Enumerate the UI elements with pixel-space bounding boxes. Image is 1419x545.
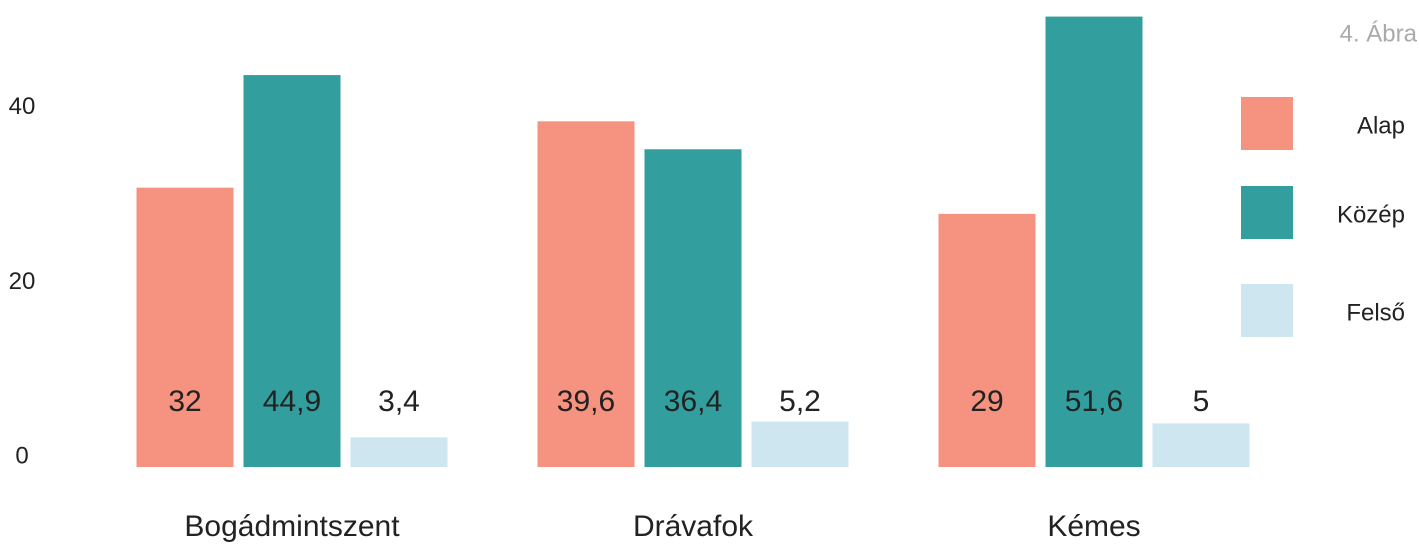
value-label: 5,2 xyxy=(779,385,821,418)
bar xyxy=(537,121,635,468)
bar xyxy=(938,213,1036,467)
value-label: 5 xyxy=(1193,385,1210,418)
value-label: 39,6 xyxy=(557,385,615,418)
bar xyxy=(350,437,448,467)
legend-label: Közép xyxy=(1337,201,1405,228)
y-tick-label: 0 xyxy=(15,442,28,469)
y-tick-label: 20 xyxy=(9,268,36,295)
chart-title: 4. Ábra xyxy=(1340,20,1418,47)
value-label: 36,4 xyxy=(664,385,722,418)
bar xyxy=(644,149,742,467)
legend-swatch xyxy=(1241,186,1293,239)
bar xyxy=(243,75,341,468)
bar xyxy=(1152,423,1250,467)
legend-label: Alap xyxy=(1357,112,1405,139)
legend-swatch xyxy=(1241,97,1293,150)
x-tick-label: Kémes xyxy=(1047,510,1140,543)
y-tick-label: 40 xyxy=(9,93,36,120)
value-label: 32 xyxy=(168,385,201,418)
legend-swatch xyxy=(1241,284,1293,337)
value-label: 44,9 xyxy=(263,385,321,418)
value-label: 3,4 xyxy=(378,385,420,418)
legend-label: Felső xyxy=(1346,299,1405,326)
x-tick-label: Drávafok xyxy=(633,510,754,543)
bar xyxy=(751,421,849,467)
value-label: 29 xyxy=(970,385,1003,418)
bar xyxy=(1045,16,1143,467)
x-tick-label: Bogádmintszent xyxy=(184,510,400,543)
bar xyxy=(136,187,234,467)
value-label: 51,6 xyxy=(1065,385,1123,418)
